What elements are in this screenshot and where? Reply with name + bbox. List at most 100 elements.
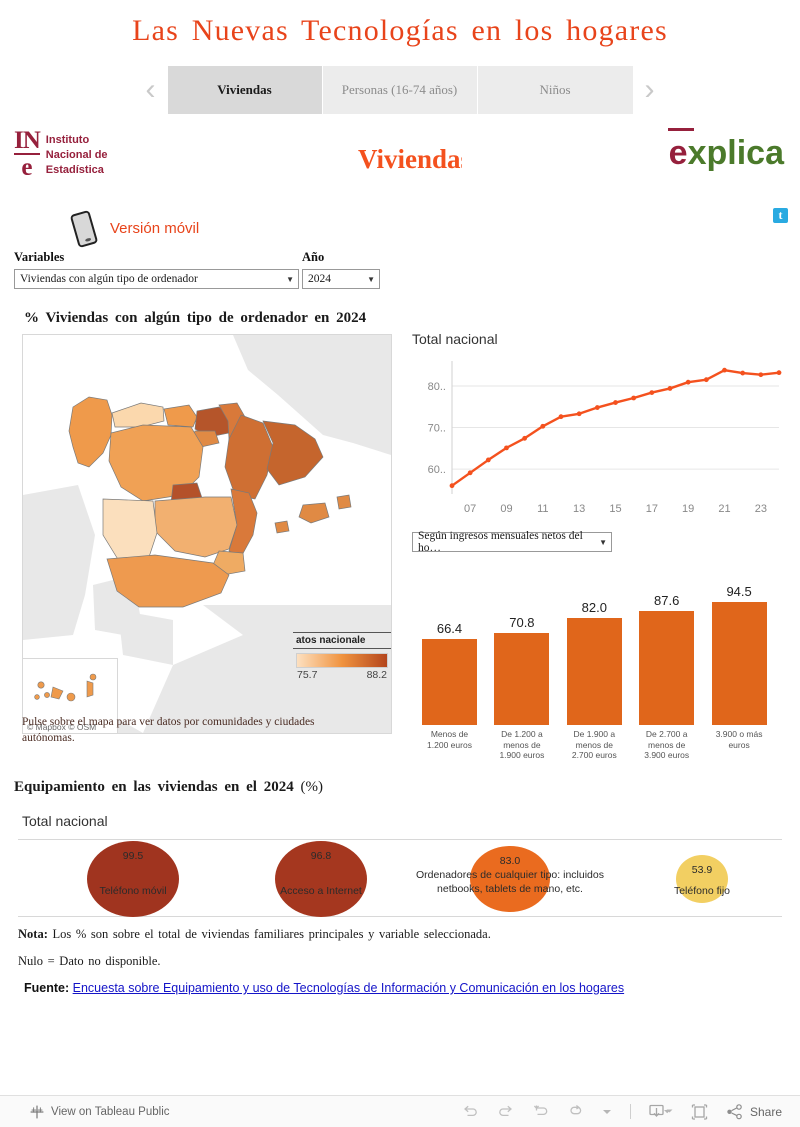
line-chart-point: [449, 483, 455, 489]
bar-rect[interactable]: [639, 611, 695, 725]
note-text: Los % son sobre el total de viviendas fa…: [47, 927, 491, 941]
bar-rect[interactable]: [566, 618, 622, 725]
note-bold-label: Nota:: [18, 927, 48, 941]
line-chart[interactable]: 60.. 70.. 80.. 07 09 11 13 15 17 19 21 23: [412, 351, 787, 526]
share-label: Share: [749, 1104, 782, 1119]
equipment-bubble[interactable]: [470, 846, 550, 912]
note-line-nulo: Nulo = Dato no disponible.: [18, 954, 161, 968]
region-baleares-1: [298, 502, 330, 524]
toolbar-actions: Share: [462, 1103, 800, 1120]
variables-filter: Variables Viviendas con algún tipo de or…: [14, 250, 299, 289]
dashboard-center-title: Viviendas: [358, 144, 462, 174]
spain-choropleth-map[interactable]: © Mapbox © OSM atos nacionale 75.7 88.2: [22, 334, 392, 734]
island-el-hierro: [44, 692, 50, 698]
mobile-phone-icon[interactable]: [69, 209, 99, 249]
share-icon: [727, 1103, 742, 1119]
line-chart-xtick: 19: [682, 503, 694, 515]
equipment-bubble[interactable]: [676, 855, 728, 903]
island-gran-canaria: [66, 692, 76, 702]
tableau-toolbar: View on Tableau Public: [0, 1095, 800, 1127]
region-extremadura: [102, 498, 158, 562]
view-on-tableau-public-label: View on Tableau Public: [51, 1105, 170, 1118]
line-chart-point: [613, 400, 618, 405]
canary-islands-svg: [34, 673, 97, 702]
bar-chart-dimension-select[interactable]: Según ingresos mensuales netos del ho… ▼: [412, 530, 612, 554]
bar-column[interactable]: 70.8 De 1.200 a menos de 1.900 euros: [494, 595, 550, 760]
income-bar-chart-panel: 66.4 Menos de 1.200 euros 70.8 De 1.200 a m…: [410, 565, 790, 760]
bar-column[interactable]: 66.4 Menos de 1.200 euros: [422, 595, 477, 750]
pause-dropdown-icon[interactable]: [602, 1107, 612, 1116]
line-chart-point: [558, 414, 564, 420]
line-chart-point: [649, 390, 655, 395]
tab-viviendas[interactable]: Viviendas: [167, 66, 323, 114]
bar-column[interactable]: 87.6 De 2.700 a menos de 3.900 euros: [639, 593, 695, 760]
revert-icon[interactable]: [532, 1104, 549, 1119]
chevron-down-icon: ▼: [286, 274, 294, 284]
line-chart-point: [667, 386, 673, 391]
share-button[interactable]: Share: [726, 1103, 782, 1120]
line-chart-point: [758, 372, 764, 378]
bar-category-label: De 1.200 a menos de 1.900 euros: [499, 729, 545, 761]
twitter-icon[interactable]: t: [773, 208, 788, 223]
note-line-1: Nota: Los % son sobre el total de vivien…: [18, 927, 800, 942]
ine-logo-line3: Estadística: [45, 163, 104, 176]
line-chart-point: [722, 367, 727, 373]
undo-icon[interactable]: [462, 1104, 479, 1119]
redo-icon[interactable]: [497, 1104, 514, 1119]
fullscreen-icon[interactable]: [691, 1103, 708, 1120]
view-on-tableau-public-button[interactable]: View on Tableau Public: [0, 1105, 170, 1119]
explica-logo: explica: [669, 136, 784, 170]
main-content: © Mapbox © OSM atos nacionale 75.7 88.2 …: [0, 327, 800, 779]
line-chart-panel: Total nacional 60.. 70.. 80.. 07 09 11 13 15 17 1…: [412, 331, 790, 554]
source-link[interactable]: Encuesta sobre Equipamiento y uso de Tec…: [72, 981, 625, 995]
filters-row: Variables Viviendas con algún tipo de or…: [0, 250, 800, 296]
equipment-section-title: Equipamiento en las viviendas en el 2024…: [0, 779, 800, 796]
mobile-version-link[interactable]: Versión móvil: [110, 220, 200, 237]
island-lanzarote: [89, 673, 97, 681]
equipment-bubble-label: Teléfono móvil: [99, 885, 167, 897]
bar-column[interactable]: 94.5 3.900 o más euros: [711, 584, 767, 750]
line-chart-ytick: 60..: [428, 464, 446, 476]
tabs-next-arrow-icon[interactable]: ›: [644, 73, 655, 106]
island-la-palma: [37, 681, 45, 689]
line-chart-heading: Total nacional: [412, 331, 498, 347]
line-chart-xtick: 07: [464, 503, 476, 515]
bar-rect[interactable]: [494, 632, 550, 725]
bar-value-label: 94.5: [726, 584, 752, 600]
download-icon[interactable]: [649, 1104, 673, 1120]
equipment-bubble[interactable]: [275, 841, 367, 917]
income-bar-chart[interactable]: 66.4 Menos de 1.200 euros 70.8 De 1.200 a m…: [410, 565, 790, 760]
explica-logo-rest: plica: [706, 134, 784, 172]
region-andalucia: [106, 554, 230, 608]
mobile-version-row: Versión móvil t: [0, 204, 800, 250]
map-legend-max: 88.2: [366, 669, 387, 681]
bar-category-label: 3.900 o más euros: [715, 729, 763, 750]
equipment-bubble-chart[interactable]: 99.5 Teléfono móvil 96.8 Acceso a Internet 8…: [18, 839, 782, 917]
line-chart-point: [522, 435, 528, 441]
bar-rect[interactable]: [711, 602, 767, 725]
equipment-bubble-value: 99.5: [122, 850, 144, 862]
map-legend-title: atos nacionale: [293, 632, 391, 649]
variables-label: Variables: [14, 250, 65, 264]
line-chart-point: [540, 423, 546, 429]
tabs-prev-arrow-icon[interactable]: ‹: [145, 73, 156, 106]
bar-category-label: Menos de 1.200 euros: [427, 729, 472, 750]
header-logos-row: IN e Instituto Nacional de Estadística V…: [0, 124, 800, 204]
line-chart-point: [776, 370, 782, 376]
line-chart-xtick: 09: [500, 503, 512, 515]
source-line: Fuente: Encuesta sobre Equipamiento y us…: [18, 981, 800, 995]
equipment-bubble-label: Teléfono fijo: [673, 885, 731, 897]
tab-strip: ‹ Viviendas Personas (16-74 años) Niños …: [0, 66, 800, 114]
bar-column[interactable]: 82.0 De 1.900 a menos de 2.700 euros: [566, 595, 622, 760]
variables-select[interactable]: Viviendas con algún tipo de ordenador ▼: [14, 269, 299, 289]
refresh-icon[interactable]: [567, 1104, 584, 1119]
year-select[interactable]: 2024 ▼: [302, 269, 380, 289]
bar-rect[interactable]: [422, 638, 477, 725]
equipment-bubble-label: Acceso a Internet: [280, 885, 362, 897]
explica-logo-x: x: [687, 134, 707, 172]
equipment-bubble[interactable]: [87, 841, 179, 917]
tab-ninos[interactable]: Niños: [477, 66, 633, 114]
tab-personas[interactable]: Personas (16-74 años): [322, 66, 478, 114]
region-baleares-2: [336, 494, 352, 510]
region-baleares-3: [274, 520, 290, 534]
